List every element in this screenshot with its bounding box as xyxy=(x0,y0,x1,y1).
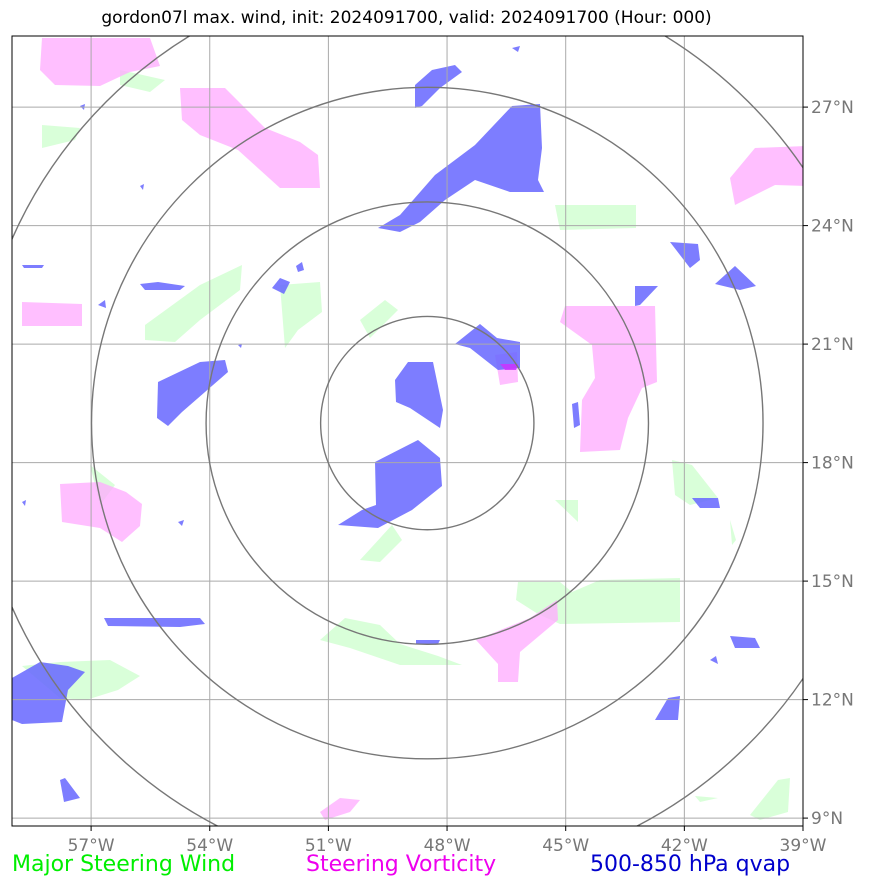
tick-label-lon: 51°W xyxy=(305,836,352,856)
tick-label-lon: 45°W xyxy=(542,836,589,856)
graticule xyxy=(12,36,803,826)
map-frame xyxy=(11,35,804,827)
tick-label-lon: 48°W xyxy=(424,836,471,856)
tick-label-lon: 42°W xyxy=(661,836,708,856)
range-ring xyxy=(205,201,650,646)
legend-steering-wind: Major Steering Wind xyxy=(12,852,236,877)
tick-label-lat: 18°N xyxy=(811,454,854,474)
tick-label-lat: 24°N xyxy=(811,217,854,237)
tick-label-lat: 21°N xyxy=(811,335,854,355)
axis-ticks: 57°W 54°W 51°W 48°W 45°W 42°W 39°W 27°N 24°N 21°N… xyxy=(68,98,854,856)
range-ring xyxy=(319,315,535,531)
legend-steering-vorticity: Steering Vorticity xyxy=(306,852,497,877)
tick-label-lat: 9°N xyxy=(811,809,843,829)
field-layer xyxy=(12,38,803,820)
tick-label-lat: 12°N xyxy=(811,691,854,711)
tick-label-lon: 39°W xyxy=(780,836,827,856)
tick-label-lat: 27°N xyxy=(811,98,854,118)
qvap-areas xyxy=(12,46,760,802)
tick-label-lat: 15°N xyxy=(811,572,854,592)
tick-label-lon: 54°W xyxy=(186,836,233,856)
steering-vorticity-areas xyxy=(22,38,803,820)
map-title: gordon07l max. wind, init: 2024091700, v… xyxy=(101,8,712,28)
legend-qvap: 500-850 hPa qvap xyxy=(590,852,791,877)
range-ring xyxy=(90,86,764,760)
tick-label-lon: 57°W xyxy=(68,836,115,856)
